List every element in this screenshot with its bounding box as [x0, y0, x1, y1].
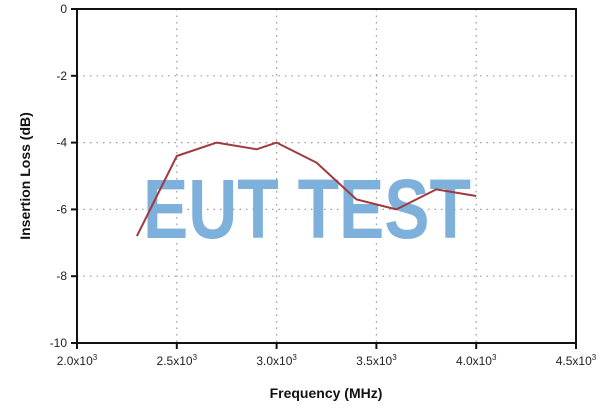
y-tick-label: -10: [50, 336, 68, 350]
x-tick-label: 3.0x103: [256, 353, 297, 368]
data-line: [136, 141, 477, 237]
x-axis-title: Frequency (MHz): [270, 385, 383, 401]
x-tick-label: 2.0x103: [57, 353, 98, 368]
x-tick-label: 3.5x103: [356, 353, 397, 368]
plot-frame: [76, 8, 577, 344]
y-axis-title: Insertion Loss (dB): [17, 112, 33, 240]
x-axis: 2.0x103 2.5x103 3.0x103 3.5x103 4.0x103 4.5x1…: [57, 343, 597, 368]
y-axis: 0 -2 -4 -6 -8 -10: [50, 2, 77, 350]
watermark-text: EUT TEST: [143, 162, 471, 256]
y-tick-label: 0: [60, 2, 67, 16]
x-tick-label: 4.5x103: [556, 353, 597, 368]
y-tick-label: -4: [56, 136, 67, 150]
y-tick-label: -6: [56, 202, 67, 216]
x-tick-label: 2.5x103: [157, 353, 198, 368]
y-tick-label: -8: [56, 269, 67, 283]
x-tick-label: 4.0x103: [456, 353, 497, 368]
y-tick-label: -2: [56, 69, 67, 83]
